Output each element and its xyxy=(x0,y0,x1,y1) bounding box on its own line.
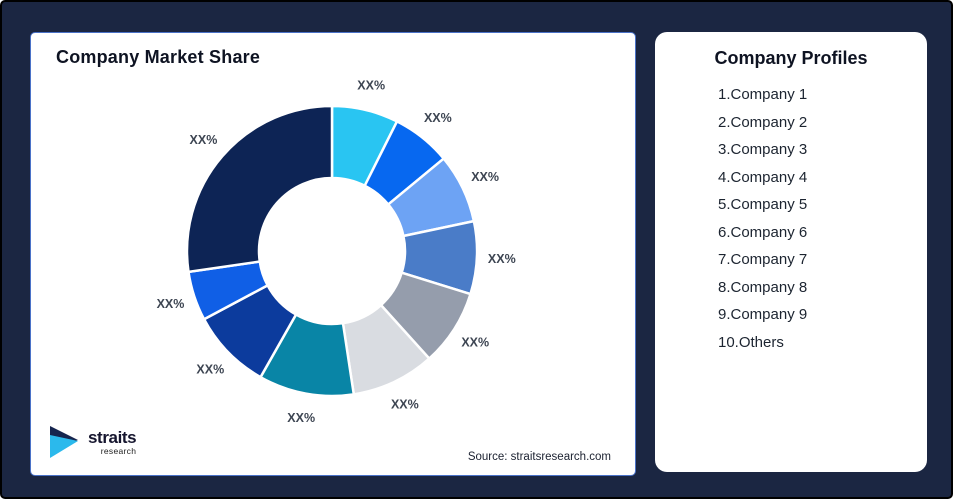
donut-chart: XX% XX% XX% XX% XX% XX% XX% XX% XX% XX% xyxy=(157,79,516,426)
donut-segment-label: XX% xyxy=(391,398,419,412)
market-share-title: Company Market Share xyxy=(56,47,261,67)
company-list-item: 5.Company 5 xyxy=(718,196,808,213)
donut-segment-label: XX% xyxy=(157,297,185,311)
company-list-item: 3.Company 3 xyxy=(718,141,808,158)
donut-segment-label: XX% xyxy=(471,170,499,184)
company-list-item: 10.Others xyxy=(718,333,784,351)
donut-segment-label: XX% xyxy=(287,411,315,425)
donut-segment-label: XX% xyxy=(196,363,224,377)
company-profiles-card: Company Profiles 1.Company 1 2.Company 2… xyxy=(655,32,927,472)
company-list-item: 7.Company 7 xyxy=(718,251,808,268)
company-list-item: 2.Company 2 xyxy=(718,113,808,131)
market-share-card: Company Market Share XX% XX% XX% XX% XX% XX% X… xyxy=(30,32,636,476)
company-list-item: 9.Company 9 xyxy=(718,306,808,323)
straits-logo-icon xyxy=(50,426,78,458)
donut-segment-others xyxy=(185,104,334,274)
donut-segment-label: XX% xyxy=(357,79,385,93)
straits-research-logo: straits research xyxy=(49,426,137,459)
company-list-item: 8.Company 8 xyxy=(718,278,808,296)
logo-name: straits xyxy=(88,428,137,448)
company-profiles-title: Company Profiles xyxy=(714,48,868,68)
logo-tagline: research xyxy=(100,446,137,457)
company-list-item: 4.Company 4 xyxy=(718,168,808,186)
donut-segment-label: XX% xyxy=(424,111,452,125)
company-list-item: 6.Company 6 xyxy=(718,223,808,241)
logo-text: straits research xyxy=(88,428,137,457)
donut-segment-label: XX% xyxy=(190,133,218,147)
donut-segment-label: XX% xyxy=(461,336,489,350)
donut-segment-label: XX% xyxy=(488,252,516,266)
company-list-item: 1.Company 1 xyxy=(718,86,808,103)
company-list: 1.Company 1 2.Company 2 3.Company 3 4.Co… xyxy=(655,81,927,356)
source-attribution: Source: straitsresearch.com xyxy=(467,451,611,463)
